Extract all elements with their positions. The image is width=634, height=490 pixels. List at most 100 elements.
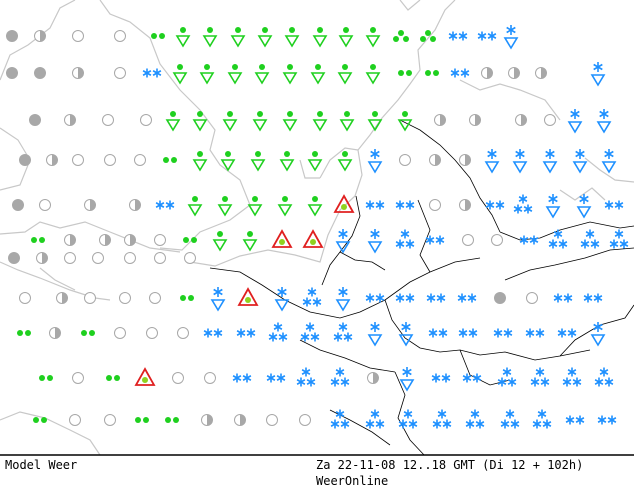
snow-light-symbol	[448, 31, 468, 41]
snow-heavy-symbol	[609, 229, 629, 249]
snow-light-symbol	[462, 373, 482, 383]
cloud-half-symbol	[56, 292, 68, 304]
rain-shower-symbol	[252, 111, 268, 132]
snow-shower-symbol	[274, 287, 290, 312]
drizzle-dots-symbol	[39, 375, 53, 381]
snow-heavy-symbol	[398, 409, 418, 429]
snow-heavy-symbol	[465, 409, 485, 429]
snow-shower-symbol	[367, 149, 383, 174]
cloud-half-symbol	[234, 414, 246, 426]
cloud-open-symbol	[399, 154, 411, 166]
cloud-half-symbol	[481, 67, 493, 79]
cloud-half-symbol	[515, 114, 527, 126]
cloud-half-symbol	[459, 154, 471, 166]
snow-light-symbol	[485, 200, 505, 210]
cloud-open-symbol	[462, 234, 474, 246]
rain-shower-symbol	[277, 196, 293, 217]
cloud-half-symbol	[124, 234, 136, 246]
snow-light-symbol	[457, 293, 477, 303]
rain-shower-symbol	[339, 111, 355, 132]
cloud-half-symbol	[129, 199, 141, 211]
drizzle-dots-symbol	[17, 330, 31, 336]
snow-shower-symbol	[567, 109, 583, 134]
cloud-half-symbol	[535, 67, 547, 79]
snow-light-symbol	[365, 293, 385, 303]
snow-light-symbol	[428, 328, 448, 338]
snow-shower-symbol	[576, 194, 592, 219]
rain-shower-symbol	[257, 27, 273, 48]
snow-light-symbol	[604, 200, 624, 210]
rain-shower-symbol	[282, 64, 298, 85]
cloud-half-symbol	[201, 414, 213, 426]
snow-heavy-symbol	[530, 367, 550, 387]
cloud-open-symbol	[114, 30, 126, 42]
snow-heavy-symbol	[562, 367, 582, 387]
rain-shower-symbol	[227, 64, 243, 85]
snow-shower-symbol	[596, 109, 612, 134]
rain-shower-symbol	[338, 27, 354, 48]
cloud-half-symbol	[367, 372, 379, 384]
cloud-open-symbol	[19, 292, 31, 304]
cloud-open-symbol	[154, 252, 166, 264]
cloud-open-symbol	[149, 292, 161, 304]
drizzle-dots-symbol	[151, 33, 165, 39]
rain-shower-symbol	[307, 151, 323, 172]
snow-heavy-symbol	[532, 409, 552, 429]
cloud-open-symbol	[124, 252, 136, 264]
drizzle-dots-symbol	[425, 70, 439, 76]
snow-shower-symbol	[484, 149, 500, 174]
cloud-open-symbol	[104, 154, 116, 166]
rain-shower-symbol	[199, 64, 215, 85]
cloud-half-symbol	[46, 154, 58, 166]
credit-label: WeerOnline	[316, 474, 389, 488]
cloud-half-symbol	[36, 252, 48, 264]
snow-shower-symbol	[545, 194, 561, 219]
rain-shower-symbol	[282, 111, 298, 132]
rain-shower-symbol	[337, 151, 353, 172]
snow-shower-symbol	[512, 149, 528, 174]
cloud-half-symbol	[34, 30, 46, 42]
rain-shower-symbol	[172, 64, 188, 85]
snow-heavy-symbol	[580, 229, 600, 249]
rain-shower-symbol	[230, 27, 246, 48]
thunderstorm-symbol	[134, 367, 156, 386]
cloud-half-symbol	[508, 67, 520, 79]
rain-shower-symbol	[220, 151, 236, 172]
snow-heavy-symbol	[365, 409, 385, 429]
drizzle-dots-symbol	[81, 330, 95, 336]
drizzle-dots-symbol	[135, 417, 149, 423]
drizzle-dots-symbol	[398, 70, 412, 76]
rain-shower-symbol	[250, 151, 266, 172]
footer-bar	[0, 455, 634, 490]
snow-light-symbol	[450, 68, 470, 78]
cloud-half-symbol	[459, 199, 471, 211]
drizzle-dots-symbol	[180, 295, 194, 301]
rain-shower-symbol	[192, 111, 208, 132]
cloud-open-symbol	[69, 414, 81, 426]
cloud-open-symbol	[491, 234, 503, 246]
rain-shower-symbol	[202, 27, 218, 48]
snow-light-symbol	[565, 415, 585, 425]
snow-shower-symbol	[398, 322, 414, 347]
cloud-full-grey-symbol	[6, 30, 18, 42]
cloud-open-symbol	[140, 114, 152, 126]
snow-light-symbol	[203, 328, 223, 338]
cloud-open-symbol	[72, 154, 84, 166]
snow-light-symbol	[597, 415, 617, 425]
cloud-open-symbol	[72, 30, 84, 42]
rain-shower-symbol	[254, 64, 270, 85]
cloud-half-symbol	[434, 114, 446, 126]
sleet-mixed-symbol	[393, 30, 409, 42]
snow-light-symbol	[395, 200, 415, 210]
cloud-open-symbol	[39, 199, 51, 211]
drizzle-dots-symbol	[163, 157, 177, 163]
snow-light-symbol	[365, 200, 385, 210]
cloud-open-symbol	[429, 199, 441, 211]
snow-light-symbol	[232, 373, 252, 383]
cloud-open-symbol	[64, 252, 76, 264]
drizzle-dots-symbol	[33, 417, 47, 423]
cloud-open-symbol	[146, 327, 158, 339]
drizzle-dots-symbol	[31, 237, 45, 243]
snow-light-symbol	[431, 373, 451, 383]
